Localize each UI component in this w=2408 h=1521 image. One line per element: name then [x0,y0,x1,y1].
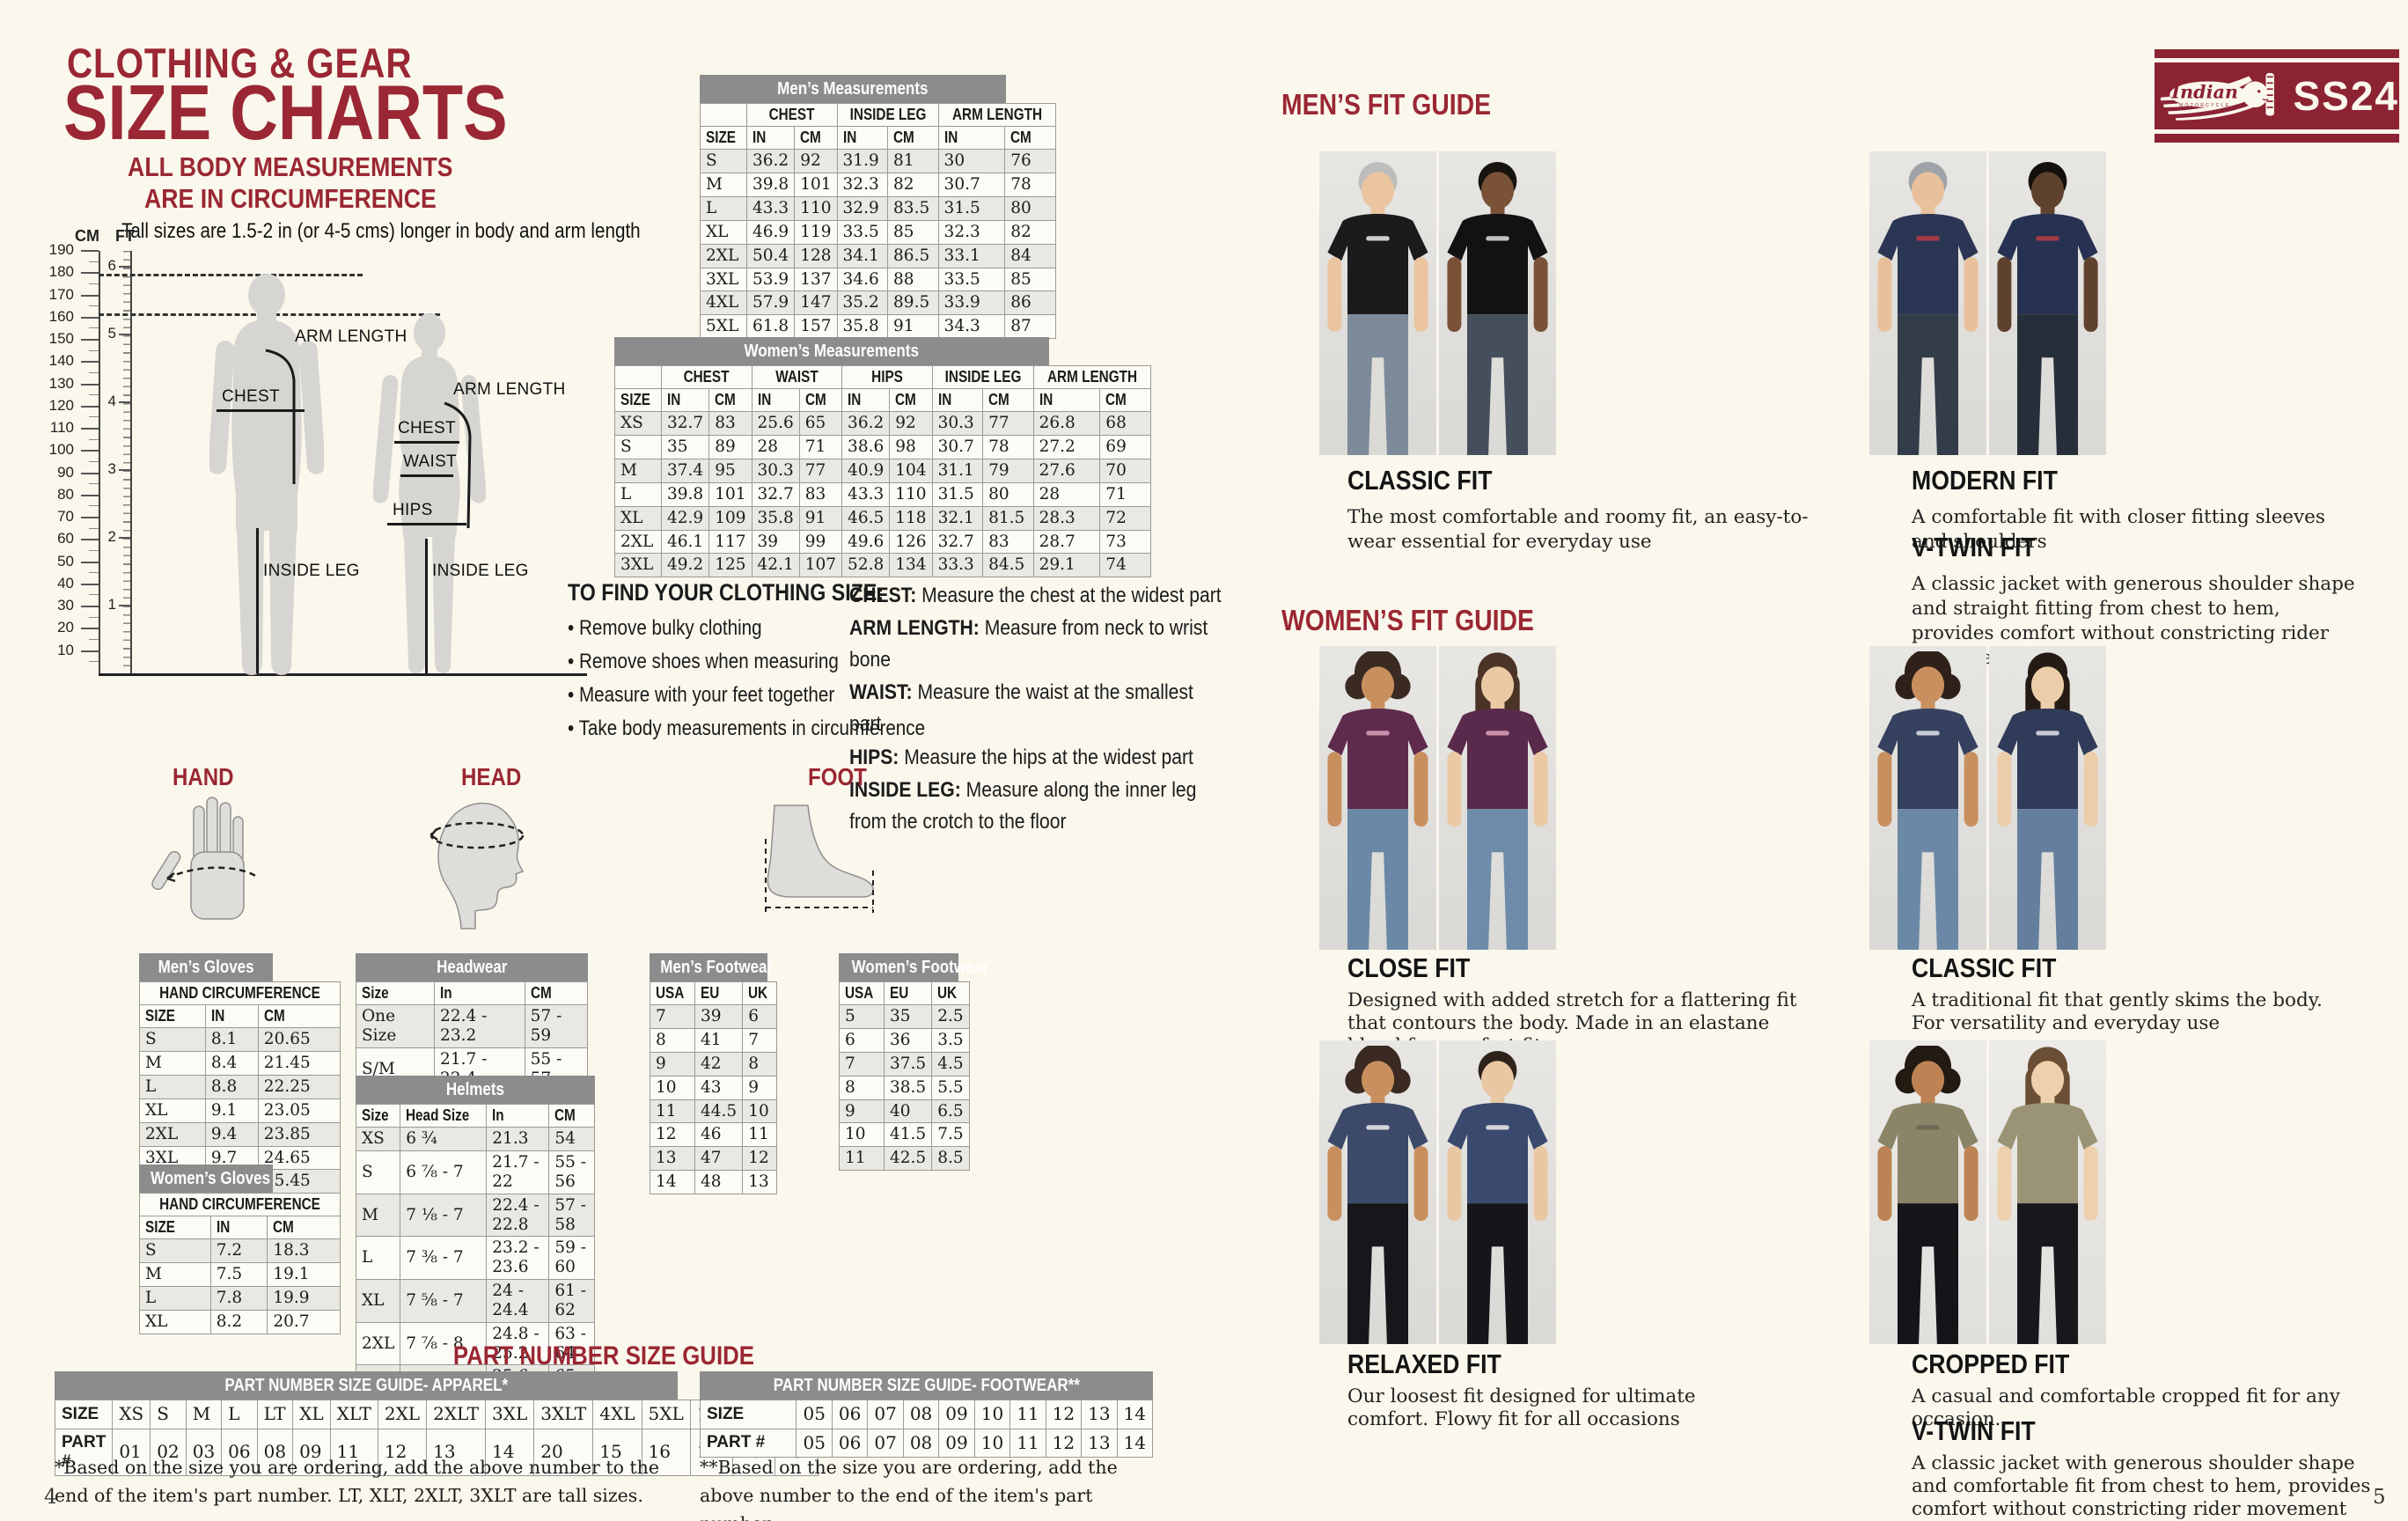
cm-ruler-line [99,251,100,675]
female-inside-leg-line [425,539,428,673]
ft-ruler-line [130,251,132,675]
classic-fit-mens-block: CLASSIC FIT The most comfortable and roo… [1347,465,1809,553]
male-height-dashed-line [99,274,363,276]
ft-minor-ticks [123,251,130,675]
apparel-footnote: *Based on the size you are ordering, add… [55,1457,660,1506]
model-photo-classic-fit-2 [1439,151,1556,455]
model-photo-classic-fit-1 [1319,151,1436,455]
model-photo-close-fit-2 [1439,646,1556,950]
head-icon [429,802,525,930]
female-chest-line [394,441,459,444]
find-size-instructions: TO FIND YOUR CLOTHING SIZE: • Remove bul… [568,579,926,746]
vtwin-fit-womens-block: V-TWIN FIT A classic jacket with generou… [1912,1415,2371,1520]
female-hips-label: HIPS [393,501,433,519]
male-silhouette [209,274,324,675]
womens-footwear-table: Women’s Footwear USA EU UK 5 35 2.5 6 36 3.5 7 37.5… [838,953,988,1172]
table-title: Women’s Measurements [614,337,1049,365]
foot-heading: FOOT [808,763,867,790]
hand-heading: HAND [173,763,234,790]
table-title: Headwear [356,953,588,981]
model-photo-modern-fit-1 [1869,151,1986,455]
female-waist-label: WAIST [403,452,457,471]
model-photo-relaxed-fit-2 [1439,1040,1556,1344]
cropped-fit-block: CROPPED FIT A casual and comfortable cro… [1912,1348,2340,1430]
measurement-subtitle: ALL BODY MEASUREMENTS ARE IN CIRCUMFERENC… [121,151,641,244]
ground-line [99,673,587,676]
female-chest-label: CHEST [398,419,456,437]
male-inside-leg-line [256,528,259,673]
model-photo-cropped-fit-2 [1989,1040,2106,1344]
table-title: Women’s Gloves [139,1165,273,1193]
model-photo-classic-fit-womens-1 [1869,646,1986,950]
indian-motorcycle-logo: Indian MOTORCYCLE [2160,73,2274,121]
model-photo-close-fit-1 [1319,646,1436,950]
table-title: PART NUMBER SIZE GUIDE- FOOTWEAR** [700,1371,1153,1400]
cm-tick-labels: 190 180 170 160 150 140 130 120 110 100 90 80 70 60 50… [48,241,99,673]
ft-unit-label: FT [115,227,135,245]
female-silhouette [373,313,486,673]
female-waist-line [400,474,453,477]
table-title: Men’s Measurements [700,75,1006,103]
male-chest-line [217,409,305,412]
table-title: Women’s Footwear [839,953,988,981]
head-heading: HEAD [461,763,522,790]
relaxed-fit-block: RELAXED FIT Our loosest fit designed for… [1347,1348,1696,1430]
footwear-footnote: **Based on the size you are ordering, ad… [700,1457,1118,1521]
cm-unit-label: CM [75,227,99,245]
arm-length-lines [265,349,472,529]
close-fit-block: CLOSE FIT Designed with added stretch fo… [1347,952,1797,1057]
male-arm-length-label: ARM LENGTH [295,327,407,346]
hand-icon [151,797,258,920]
model-photo-cropped-fit-1 [1869,1040,1986,1344]
female-inside-leg-label: INSIDE LEG [432,562,529,580]
left-page-number: 4 [44,1486,57,1509]
brand-banner: Indian MOTORCYCLE SS24 [2155,49,2399,143]
foot-icon [765,805,874,913]
model-photo-classic-fit-womens-2 [1989,646,2106,950]
model-photo-relaxed-fit-1 [1319,1040,1436,1344]
body-measurement-diagram: CM FT 190 180 170 160 150 140 130 120 110 100 90 80… [48,220,594,731]
indian-script-text: Indian [2170,81,2238,103]
male-inside-leg-label: INSIDE LEG [263,562,360,580]
table-title: Helmets [356,1076,595,1104]
part-number-heading: PART NUMBER SIZE GUIDE [452,1341,755,1370]
measurement-definitions: CHEST: Measure the chest at the widest p… [849,584,1222,834]
motorcycle-text: MOTORCYCLE [2179,103,2230,108]
part-number-footwear-table: PART NUMBER SIZE GUIDE- FOOTWEAR** SIZE 05… [699,1371,1154,1459]
mens-footwear-table: Men’s Footwear USA EU UK 7 39 6 8 41 7 9 42 8 10 43 9 11… [649,953,778,1194]
mens-measurements-table: Men’s Measurements CHEST INSIDE LEG ARM LEN… [699,75,1056,340]
table-title: Men’s Footwear [650,953,773,981]
female-arm-length-label: ARM LENGTH [453,380,566,399]
find-size-bullets: • Remove bulky clothing • Remove shoes wh… [568,616,926,740]
table-title: Men’s Gloves [139,953,273,981]
male-chest-label: CHEST [222,387,280,406]
classic-fit-womens-block: CLASSIC FIT A traditional fit that gentl… [1912,952,2323,1034]
table-title: PART NUMBER SIZE GUIDE- APPAREL* [55,1371,678,1400]
page-title-line2: SIZE CHARTS [63,69,508,156]
modern-fit-block: MODERN FIT A comfortable fit with closer… [1912,465,2325,553]
mens-gloves-table: Men’s Gloves HAND CIRCUMFERENCE SIZE IN CM S 8… [139,953,341,1194]
right-page-number: 5 [2373,1486,2386,1509]
womens-gloves-table: Women’s Gloves HAND CIRCUMFERENCE SIZE IN CM… [139,1165,341,1334]
womens-measurements-table: Women’s Measurements CHEST WAIST HIPS INSIDE… [613,337,1151,578]
female-hips-line [387,523,466,525]
season-badge: SS24 [2293,73,2399,119]
page-title-line1: CLOTHING & GEAR [67,40,413,86]
womens-fit-guide-heading: WOMEN’S FIT GUIDE [1281,604,1534,636]
mens-fit-guide-heading: MEN’S FIT GUIDE [1281,88,1492,121]
model-photo-modern-fit-2 [1989,151,2106,455]
